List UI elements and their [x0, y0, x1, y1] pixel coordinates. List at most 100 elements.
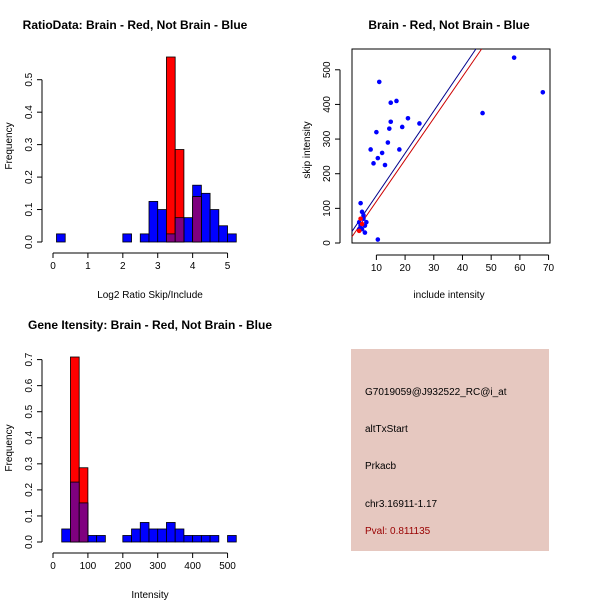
chart2-point-blue-23 [397, 147, 402, 152]
chart3-x-tick-label: 0 [50, 561, 56, 572]
chart2-y-tick-label: 500 [322, 61, 333, 78]
chart2-point-blue-20 [388, 100, 394, 105]
chart2-point-blue-29 [540, 90, 546, 95]
chart2-point-blue-28 [511, 55, 517, 60]
chart2-x-tick-label: 40 [457, 263, 469, 274]
chart1-bar-blue-10 [209, 209, 220, 243]
chart1-title: RatioData: Brain - Red, Not Brain - Blue [23, 18, 248, 32]
chart1-bar-blue-2 [139, 233, 150, 243]
chart2-point-blue-22 [394, 98, 399, 104]
chart1-bar-overlap-6 [174, 217, 185, 243]
chart2-plot-box [351, 48, 551, 244]
chart1-bar-blue-9 [200, 192, 211, 243]
chart3-bar-blue-0 [61, 528, 71, 543]
chart1-ylabel: Frequency [4, 122, 15, 169]
chart1-y-tick-label: 0.1 [24, 202, 35, 216]
chart2-point-blue-27 [480, 110, 485, 116]
chart1-bar-blue-12 [227, 233, 237, 243]
chart2-point-blue-7 [362, 230, 368, 235]
chart3-bar-blue-15 [209, 535, 220, 543]
chart3-x-tick-label: 500 [219, 561, 236, 572]
chart3-bar-blue-5 [122, 535, 132, 543]
chart1-bar-overlap-8 [192, 196, 202, 243]
pvalue: Pval: 0.811135 [365, 526, 431, 537]
chart3-y-tick-label: 0.4 [24, 430, 35, 444]
chart1-x-tick-label: 1 [85, 261, 91, 272]
chart2-point-blue-18 [385, 140, 391, 145]
chart3-bar-blue-12 [183, 535, 194, 543]
probe-id: G7019059@J932522_RC@i_at [365, 387, 507, 398]
chart2-point-blue-8 [364, 219, 369, 225]
chart2-point-red-2 [356, 228, 362, 234]
chart2-y-tick-label: 200 [322, 165, 333, 182]
chart2-y-tick-label: 0 [322, 240, 333, 246]
chart3-x-tick-label: 300 [149, 561, 166, 572]
chart2-point-blue-25 [405, 115, 411, 121]
info-panel: G7019059@J932522_RC@i_at altTxStart Prka… [351, 349, 549, 551]
chart2-ylabel: skip intensity [302, 121, 313, 178]
chart2-x-tick-label: 50 [486, 263, 498, 274]
chart3-x-tick-label: 400 [184, 561, 201, 572]
chart1-bar-overlap-5 [166, 233, 176, 243]
chart3-x-tick-label: 100 [80, 561, 97, 572]
chart2-point-blue-11 [368, 147, 373, 152]
chart3-x-tick-label: 200 [114, 561, 131, 572]
chart2-x-tick-label: 30 [428, 263, 440, 274]
chart2-x-tick-label: 70 [543, 263, 555, 274]
chart3-bar-blue-11 [174, 528, 185, 543]
chart3-bar-blue-10 [166, 522, 176, 543]
chart3-bar-blue-9 [157, 528, 167, 543]
chart1-y-tick-label: 0.5 [24, 72, 35, 86]
chart3-ylabel: Frequency [4, 424, 15, 471]
chart1-y-tick-label: 0.2 [24, 170, 35, 184]
chart1-bar-blue-4 [157, 209, 167, 243]
chart2-point-blue-21 [388, 119, 394, 125]
chart1-xlabel: Log2 Ratio Skip/Include [97, 290, 203, 301]
chart2-point-blue-13 [374, 129, 379, 135]
chart3-y-tick-label: 0.1 [24, 509, 35, 523]
chart2-point-blue-17 [382, 162, 388, 168]
chart2-point-blue-19 [387, 126, 392, 131]
chart3-y-tick-label: 0.6 [24, 378, 35, 392]
chart3-y-tick-label: 0.3 [24, 456, 35, 470]
chart2-point-red-0 [358, 216, 363, 222]
chart3-bar-blue-16 [227, 535, 237, 543]
chart3-y-tick-label: 0.2 [24, 483, 35, 497]
chart2-point-blue-12 [371, 161, 376, 166]
chart1-bar-blue-3 [148, 201, 159, 243]
chart3-bar-blue-4 [96, 535, 106, 543]
chart3-bar-blue-13 [192, 535, 202, 543]
chart3-bar-blue-7 [139, 522, 150, 543]
chart3-bar-blue-6 [131, 528, 141, 543]
chart1-y-tick-label: 0.0 [24, 235, 35, 249]
chart2-y-tick-label: 400 [322, 96, 333, 113]
chart2-point-blue-24 [399, 124, 405, 130]
chart3-bar-blue-14 [200, 535, 211, 543]
chart1-bar-blue-7 [183, 217, 194, 243]
chart2-x-tick-label: 20 [400, 263, 412, 274]
chart2-title: Brain - Red, Not Brain - Blue [368, 18, 530, 32]
chart3-y-tick-label: 0.5 [24, 404, 35, 418]
chart3-y-tick-label: 0.0 [24, 535, 35, 549]
chart3-y-tick-label: 0.7 [24, 352, 35, 366]
chart2-x-tick-label: 60 [514, 263, 526, 274]
chart2-x-tick-label: 10 [371, 263, 383, 274]
chart1-y-tick-label: 0.4 [24, 105, 35, 119]
chart2-point-red-1 [359, 221, 365, 227]
chart3-xlabel: Intensity [131, 590, 168, 600]
chart2-point-blue-15 [376, 79, 382, 85]
chart3-title: Gene Itensity: Brain - Red, Not Brain - … [28, 318, 272, 332]
chart3-bar-overlap-1 [70, 481, 80, 543]
chart1-bar-blue-1 [122, 233, 132, 243]
chart2-y-tick-label: 100 [322, 200, 333, 217]
chart2-point-blue-2 [359, 209, 365, 215]
chart2-point-blue-30 [375, 237, 381, 242]
chart1-x-tick-label: 3 [155, 261, 161, 272]
chart2-xlabel: include intensity [413, 290, 484, 301]
chart2-point-blue-16 [379, 150, 385, 156]
gene-name: Prkacb [365, 461, 397, 472]
chart1-bar-blue-11 [218, 225, 228, 243]
chart2-point-blue-14 [375, 155, 381, 161]
chart2-fit-line-1 [351, 48, 483, 238]
event-type: altTxStart [365, 424, 408, 435]
